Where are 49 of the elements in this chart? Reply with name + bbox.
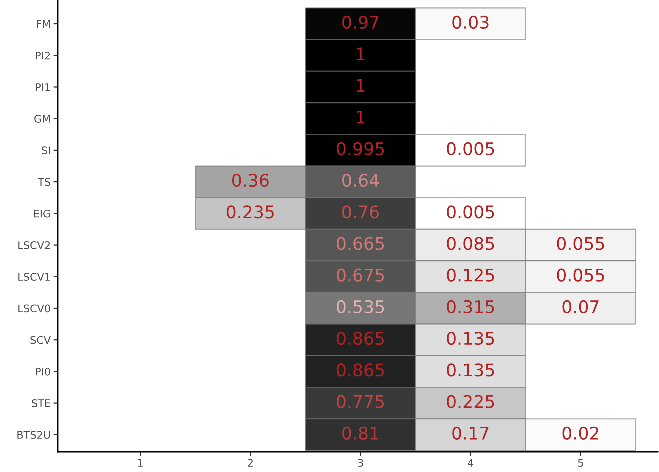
data-label: 0.775 (337, 395, 384, 408)
data-label: 0.64 (342, 174, 380, 188)
data-label: 0.235 (226, 206, 274, 219)
y-tick-label: BTS2U (18, 431, 50, 440)
data-label: 0.865 (337, 332, 384, 346)
x-tick-label: 3 (358, 459, 364, 468)
y-tick-label: SI (42, 146, 50, 155)
y-tick-label: LSCV1 (18, 273, 50, 281)
x-tick-label: 2 (248, 459, 253, 467)
data-label: 0.03 (452, 16, 489, 30)
data-label: 0.055 (557, 237, 604, 250)
y-tick-label: SCV (30, 336, 51, 344)
x-tick-label: 5 (578, 459, 584, 468)
data-label: 0.085 (447, 237, 494, 250)
data-label: 0.005 (447, 206, 494, 219)
data-label: 0.995 (337, 142, 384, 156)
data-label: 1 (357, 110, 365, 124)
data-label: 0.07 (562, 300, 599, 314)
data-label: 0.535 (337, 300, 384, 314)
data-label: 0.665 (337, 237, 384, 250)
data-label: 0.865 (337, 364, 384, 377)
x-tick-label: 1 (138, 459, 143, 467)
data-label: 0.125 (447, 268, 494, 282)
data-label: 0.005 (447, 142, 494, 156)
data-label: 0.135 (447, 364, 494, 377)
data-label: 0.675 (337, 268, 384, 282)
data-label: 0.055 (557, 268, 604, 282)
data-label: 0.135 (447, 332, 494, 346)
y-tick-label: STE (32, 400, 50, 408)
y-tick-label: EIG (34, 210, 50, 218)
y-tick-label: FM (37, 20, 50, 28)
data-label: 0.225 (447, 395, 494, 408)
data-label: 1 (357, 79, 365, 92)
y-tick-label: PI1 (36, 84, 50, 92)
data-label: 0.315 (447, 300, 494, 314)
y-tick-label: LSCV0 (18, 304, 50, 313)
data-label: 0.97 (342, 16, 379, 30)
data-label: 0.36 (232, 174, 269, 188)
y-tick-label: LSCV2 (18, 242, 50, 250)
y-tick-label: GM (34, 115, 50, 123)
y-tick-label: PI0 (36, 368, 50, 376)
data-label: 0.76 (342, 206, 379, 219)
data-label: 0.81 (342, 426, 378, 440)
y-tick-label: TS (38, 178, 50, 186)
y-tick-label: PI2 (36, 52, 50, 60)
data-label: 1 (357, 48, 365, 60)
data-label: 0.02 (562, 426, 599, 440)
data-label: 0.17 (452, 426, 489, 440)
x-tick-label: 4 (468, 459, 474, 467)
